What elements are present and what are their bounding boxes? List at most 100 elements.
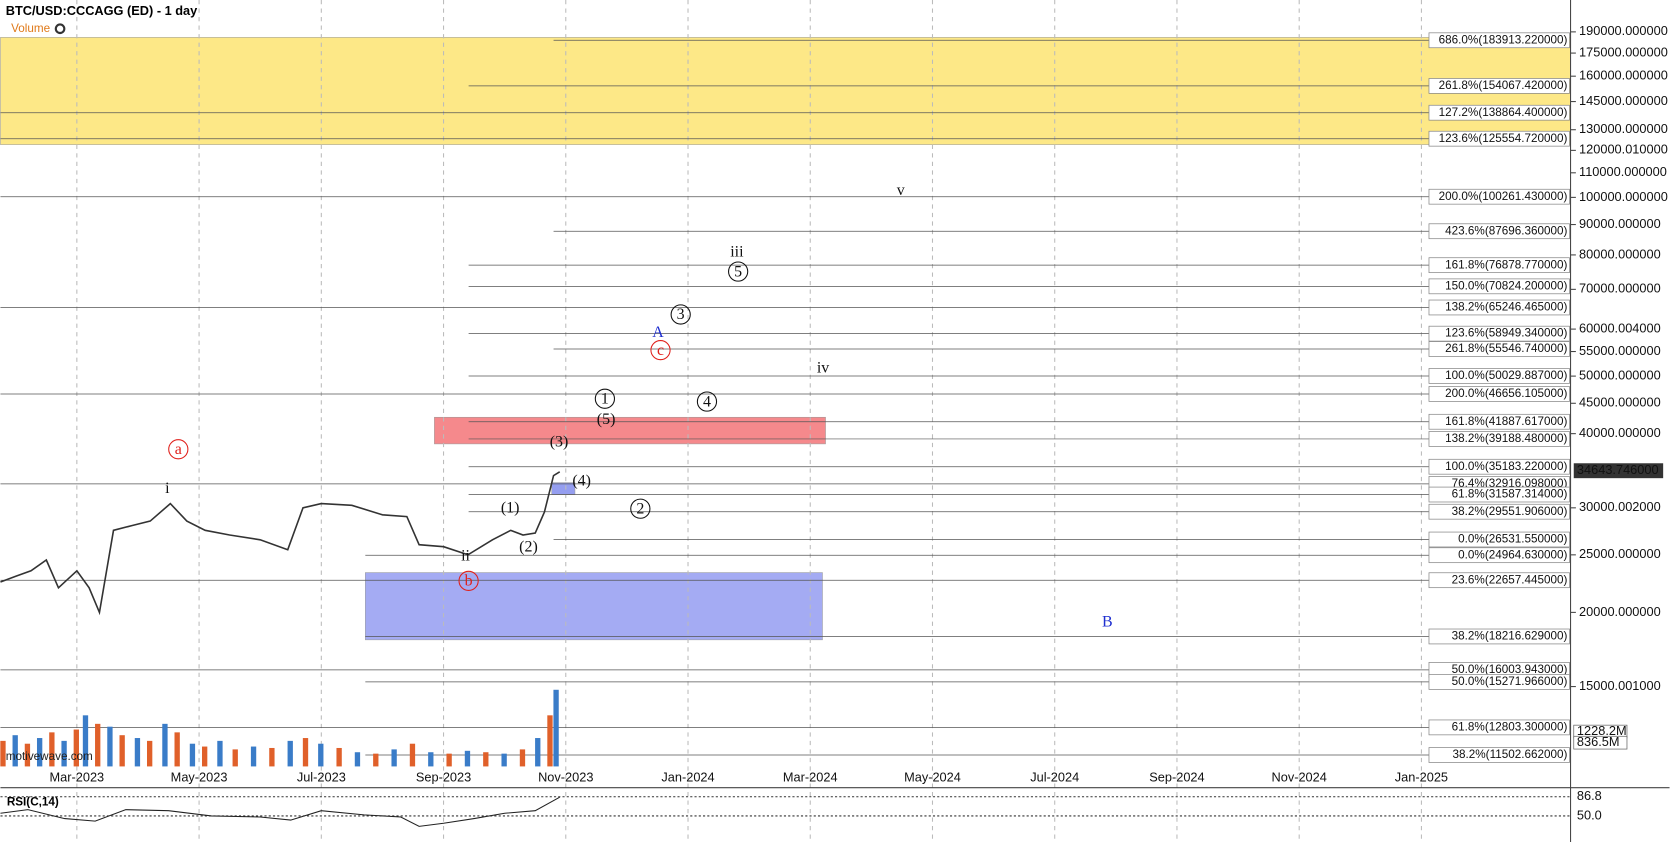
- fib-label: 38.2%(29551.906000): [1452, 505, 1568, 518]
- zone: [365, 572, 823, 641]
- x-tick-label: Sep-2023: [416, 770, 471, 785]
- volume-bar: [119, 735, 125, 767]
- rsi-line: [0, 796, 560, 827]
- x-tick-label: Mar-2024: [783, 770, 838, 785]
- zone: [434, 416, 826, 445]
- x-tick-label: Nov-2023: [538, 770, 593, 785]
- wave-label: ii: [461, 547, 470, 564]
- fib-label: 123.6%(125554.720000): [1439, 132, 1568, 145]
- x-tick-label: May-2024: [904, 770, 961, 785]
- fib-label-box: [1428, 503, 1570, 520]
- wave-label: (2): [519, 538, 538, 555]
- volume-bar: [95, 723, 101, 767]
- fib-label: 261.8%(154067.420000): [1439, 79, 1568, 92]
- fib-label-box: [1428, 486, 1570, 503]
- x-tick-label: Jul-2023: [297, 770, 346, 785]
- fib-label: 100.0%(50029.887000): [1445, 369, 1567, 382]
- plot-area: 686.0%(183913.220000) 261.8%(154067.42000…: [0, 0, 1571, 842]
- volume-bar: [36, 738, 43, 767]
- volume-bar: [73, 729, 79, 767]
- fib-label: 138.2%(65246.465000): [1445, 301, 1567, 314]
- x-tick-label: Jul-2024: [1030, 770, 1079, 785]
- price-axis: [1570, 0, 1670, 842]
- price-line: [0, 471, 561, 616]
- wave-label: v: [897, 182, 905, 199]
- y-tick-label: 90000.000000: [1579, 216, 1661, 231]
- wave-label: i: [165, 480, 170, 497]
- chart-title: BTC/USD:CCCAGG (ED) - 1 day: [6, 3, 198, 18]
- fib-label: 200.0%(100261.430000): [1439, 190, 1568, 203]
- y-tick-label: 60000.004000: [1579, 320, 1661, 335]
- fib-label: 138.2%(39188.480000): [1445, 432, 1567, 445]
- fib-label: 0.0%(24964.630000): [1458, 548, 1567, 561]
- wave-circle: [168, 439, 189, 460]
- fib-label: 686.0%(183913.220000): [1439, 33, 1568, 46]
- volume-tick-box: [1573, 735, 1628, 750]
- wave-circle: [650, 340, 671, 361]
- fib-label-box: [1428, 223, 1570, 240]
- fib-label-box: [1428, 572, 1570, 589]
- rsi-tick-label: 86.8: [1577, 788, 1602, 803]
- rsi-label: RSI(C,14): [7, 796, 59, 809]
- x-tick-label: Nov-2024: [1272, 770, 1327, 785]
- fib-label-box: [1428, 188, 1570, 205]
- volume-bar: [107, 726, 113, 767]
- fib-label-box: [1428, 257, 1570, 274]
- y-tick-label: 190000.000000: [1579, 23, 1668, 38]
- fib-label-box: [1428, 531, 1570, 548]
- wave-label: 3: [677, 306, 685, 323]
- wave-label: iii: [730, 243, 744, 260]
- current-price-box: [1573, 463, 1664, 479]
- y-tick-label: 160000.000000: [1579, 68, 1668, 83]
- fib-label: 100.0%(35183.220000): [1445, 460, 1567, 473]
- fib-label-box: [1428, 458, 1570, 475]
- fib-label-box: [1428, 719, 1570, 736]
- volume-bar: [189, 743, 196, 767]
- fib-label: 23.6%(22657.445000): [1452, 573, 1568, 586]
- fib-label-box: [1428, 368, 1570, 384]
- volume-bar: [0, 740, 6, 767]
- wave-label: (4): [572, 472, 591, 489]
- wave-label: iv: [817, 360, 829, 377]
- volume-bar: [217, 740, 223, 767]
- y-tick-label: 20000.000000: [1579, 604, 1661, 619]
- volume-bar: [318, 743, 324, 767]
- fib-label-box: [1428, 299, 1570, 316]
- volume-bar: [354, 752, 361, 767]
- y-tick-label: 110000.000000: [1579, 164, 1667, 179]
- wave-circle: [670, 304, 691, 325]
- y-tick-label: 45000.000000: [1579, 395, 1661, 410]
- volume-bar: [134, 738, 141, 767]
- fib-label: 261.8%(55546.740000): [1445, 342, 1567, 355]
- wave-label: (1): [501, 500, 520, 517]
- fib-label-box: [1428, 413, 1570, 430]
- current-price-label: 34643.746000: [1577, 462, 1659, 477]
- fib-label: 150.0%(70824.200000): [1445, 279, 1567, 292]
- wave-circle: [728, 261, 749, 282]
- fib-label-box: [1428, 747, 1570, 763]
- volume-bar: [146, 740, 153, 767]
- y-tick-label: 25000.000000: [1579, 546, 1661, 561]
- y-tick-label: 50000.000000: [1579, 367, 1661, 382]
- volume-bar: [553, 689, 559, 767]
- y-tick-label: 145000.000000: [1579, 93, 1668, 108]
- wave-label: (3): [550, 434, 569, 451]
- wave-label: 4: [703, 393, 711, 410]
- y-tick-label: 130000.000000: [1579, 121, 1668, 136]
- wave-label: c: [657, 342, 664, 359]
- x-tick-label: Mar-2023: [50, 770, 105, 785]
- wave-label: 1: [601, 390, 609, 407]
- x-tick-label: Sep-2024: [1149, 770, 1204, 785]
- wave-label: A: [652, 324, 664, 341]
- volume-bar: [174, 732, 180, 767]
- volume-bar: [547, 715, 553, 767]
- volume-bar: [12, 735, 18, 767]
- volume-bar: [250, 746, 257, 767]
- volume-bar: [373, 753, 379, 767]
- fib-label: 61.8%(12803.300000): [1452, 720, 1568, 733]
- y-tick-label: 70000.000000: [1579, 281, 1661, 296]
- wave-circle: [594, 388, 616, 409]
- settings-icon[interactable]: [54, 23, 66, 35]
- y-tick-label: 15000.001000: [1579, 678, 1661, 693]
- wave-label: (5): [597, 411, 616, 428]
